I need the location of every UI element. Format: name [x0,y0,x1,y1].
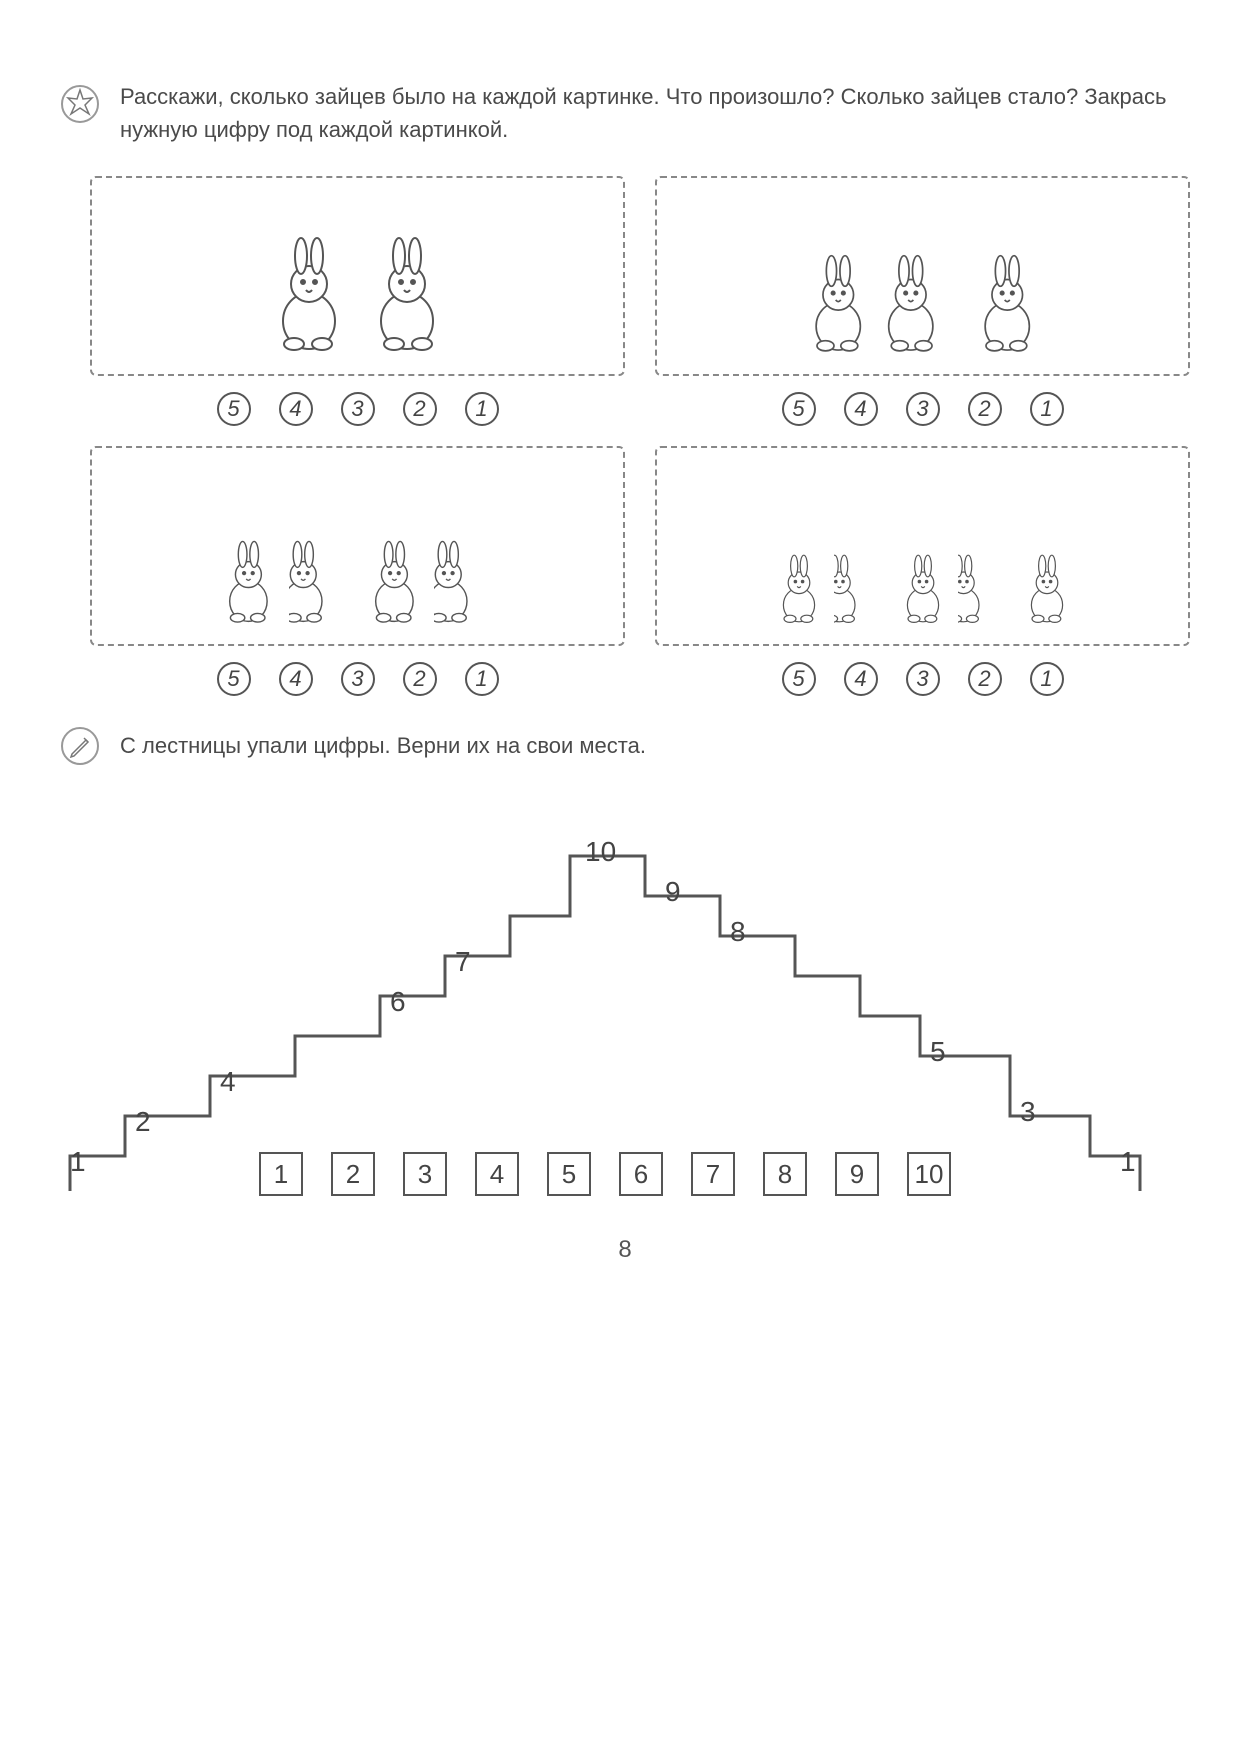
number-choice[interactable]: 2 [968,662,1002,696]
number-choice[interactable]: 3 [341,392,375,426]
step-number: 4 [220,1066,236,1098]
bunny-icon [884,254,961,356]
task1-header: Расскажи, сколько зайцев было на каждой … [60,80,1190,146]
number-choice[interactable]: 1 [1030,662,1064,696]
step-number: 3 [1020,1096,1036,1128]
number-choice[interactable]: 5 [217,392,251,426]
number-choice[interactable]: 2 [968,392,1002,426]
task1-cell: 54321 [655,446,1190,696]
number-choice[interactable]: 5 [782,392,816,426]
bunny-icon [216,540,281,626]
worksheet-page: Расскажи, сколько зайцев было на каждой … [60,80,1190,1196]
number-choice[interactable]: 5 [782,662,816,696]
picture-box [90,176,625,376]
bunny-icon [958,554,1012,626]
number-choice[interactable]: 4 [279,392,313,426]
step-number: 2 [135,1106,151,1138]
number-choice[interactable]: 2 [403,662,437,696]
task1-instruction: Расскажи, сколько зайцев было на каждой … [120,80,1190,146]
number-choices: 54321 [90,662,625,696]
task1-cell: 54321 [90,446,625,696]
number-choices: 54321 [655,392,1190,426]
number-choice[interactable]: 1 [465,392,499,426]
bunny-icon [834,554,888,626]
fallen-number[interactable]: 10 [907,1152,951,1196]
bunny-icon [434,540,499,626]
step-number: 7 [455,946,471,978]
bunny-icon [772,554,826,626]
fallen-numbers-row: 123456789 10 [60,1152,1150,1196]
bunny-icon [800,254,877,356]
number-choice[interactable]: 4 [279,662,313,696]
task1-cell: 54321 [655,176,1190,426]
bunny-icon [362,540,427,626]
bunny-icon [264,236,354,356]
number-choices: 54321 [90,392,625,426]
fallen-number[interactable]: 2 [331,1152,375,1196]
task1-cell: 54321 [90,176,625,426]
staircase: 124671098531 12345678910 [60,796,1150,1196]
number-choice[interactable]: 5 [217,662,251,696]
step-number: 9 [665,876,681,908]
fallen-number[interactable]: 3 [403,1152,447,1196]
fallen-number[interactable]: 5 [547,1152,591,1196]
number-choices: 54321 [655,662,1190,696]
bunny-icon [289,540,354,626]
bunny-icon [896,554,950,626]
picture-box [655,446,1190,646]
task2-header: С лестницы упали цифры. Верни их на свои… [60,726,1190,766]
fallen-number[interactable]: 7 [691,1152,735,1196]
number-choice[interactable]: 2 [403,392,437,426]
step-number: 5 [930,1036,946,1068]
number-choice[interactable]: 3 [906,392,940,426]
fallen-number[interactable]: 1 [259,1152,303,1196]
step-number: 10 [585,836,616,868]
number-choice[interactable]: 1 [465,662,499,696]
bunny-icon [969,254,1046,356]
fallen-number[interactable]: 6 [619,1152,663,1196]
picture-box [90,446,625,646]
pencil-icon [60,726,100,766]
fallen-number[interactable]: 8 [763,1152,807,1196]
fallen-number[interactable]: 9 [835,1152,879,1196]
number-choice[interactable]: 1 [1030,392,1064,426]
number-choice[interactable]: 3 [341,662,375,696]
task1-grid: 54321 [90,176,1190,696]
number-choice[interactable]: 3 [906,662,940,696]
number-choice[interactable]: 4 [844,662,878,696]
fallen-number[interactable]: 4 [475,1152,519,1196]
step-number: 8 [730,916,746,948]
step-number: 6 [390,986,406,1018]
task2-instruction: С лестницы упали цифры. Верни их на свои… [120,733,646,759]
bunny-icon [1020,554,1074,626]
page-number: 8 [618,1236,631,1264]
number-choice[interactable]: 4 [844,392,878,426]
picture-box [655,176,1190,376]
star-icon [60,84,100,124]
bunny-icon [362,236,452,356]
